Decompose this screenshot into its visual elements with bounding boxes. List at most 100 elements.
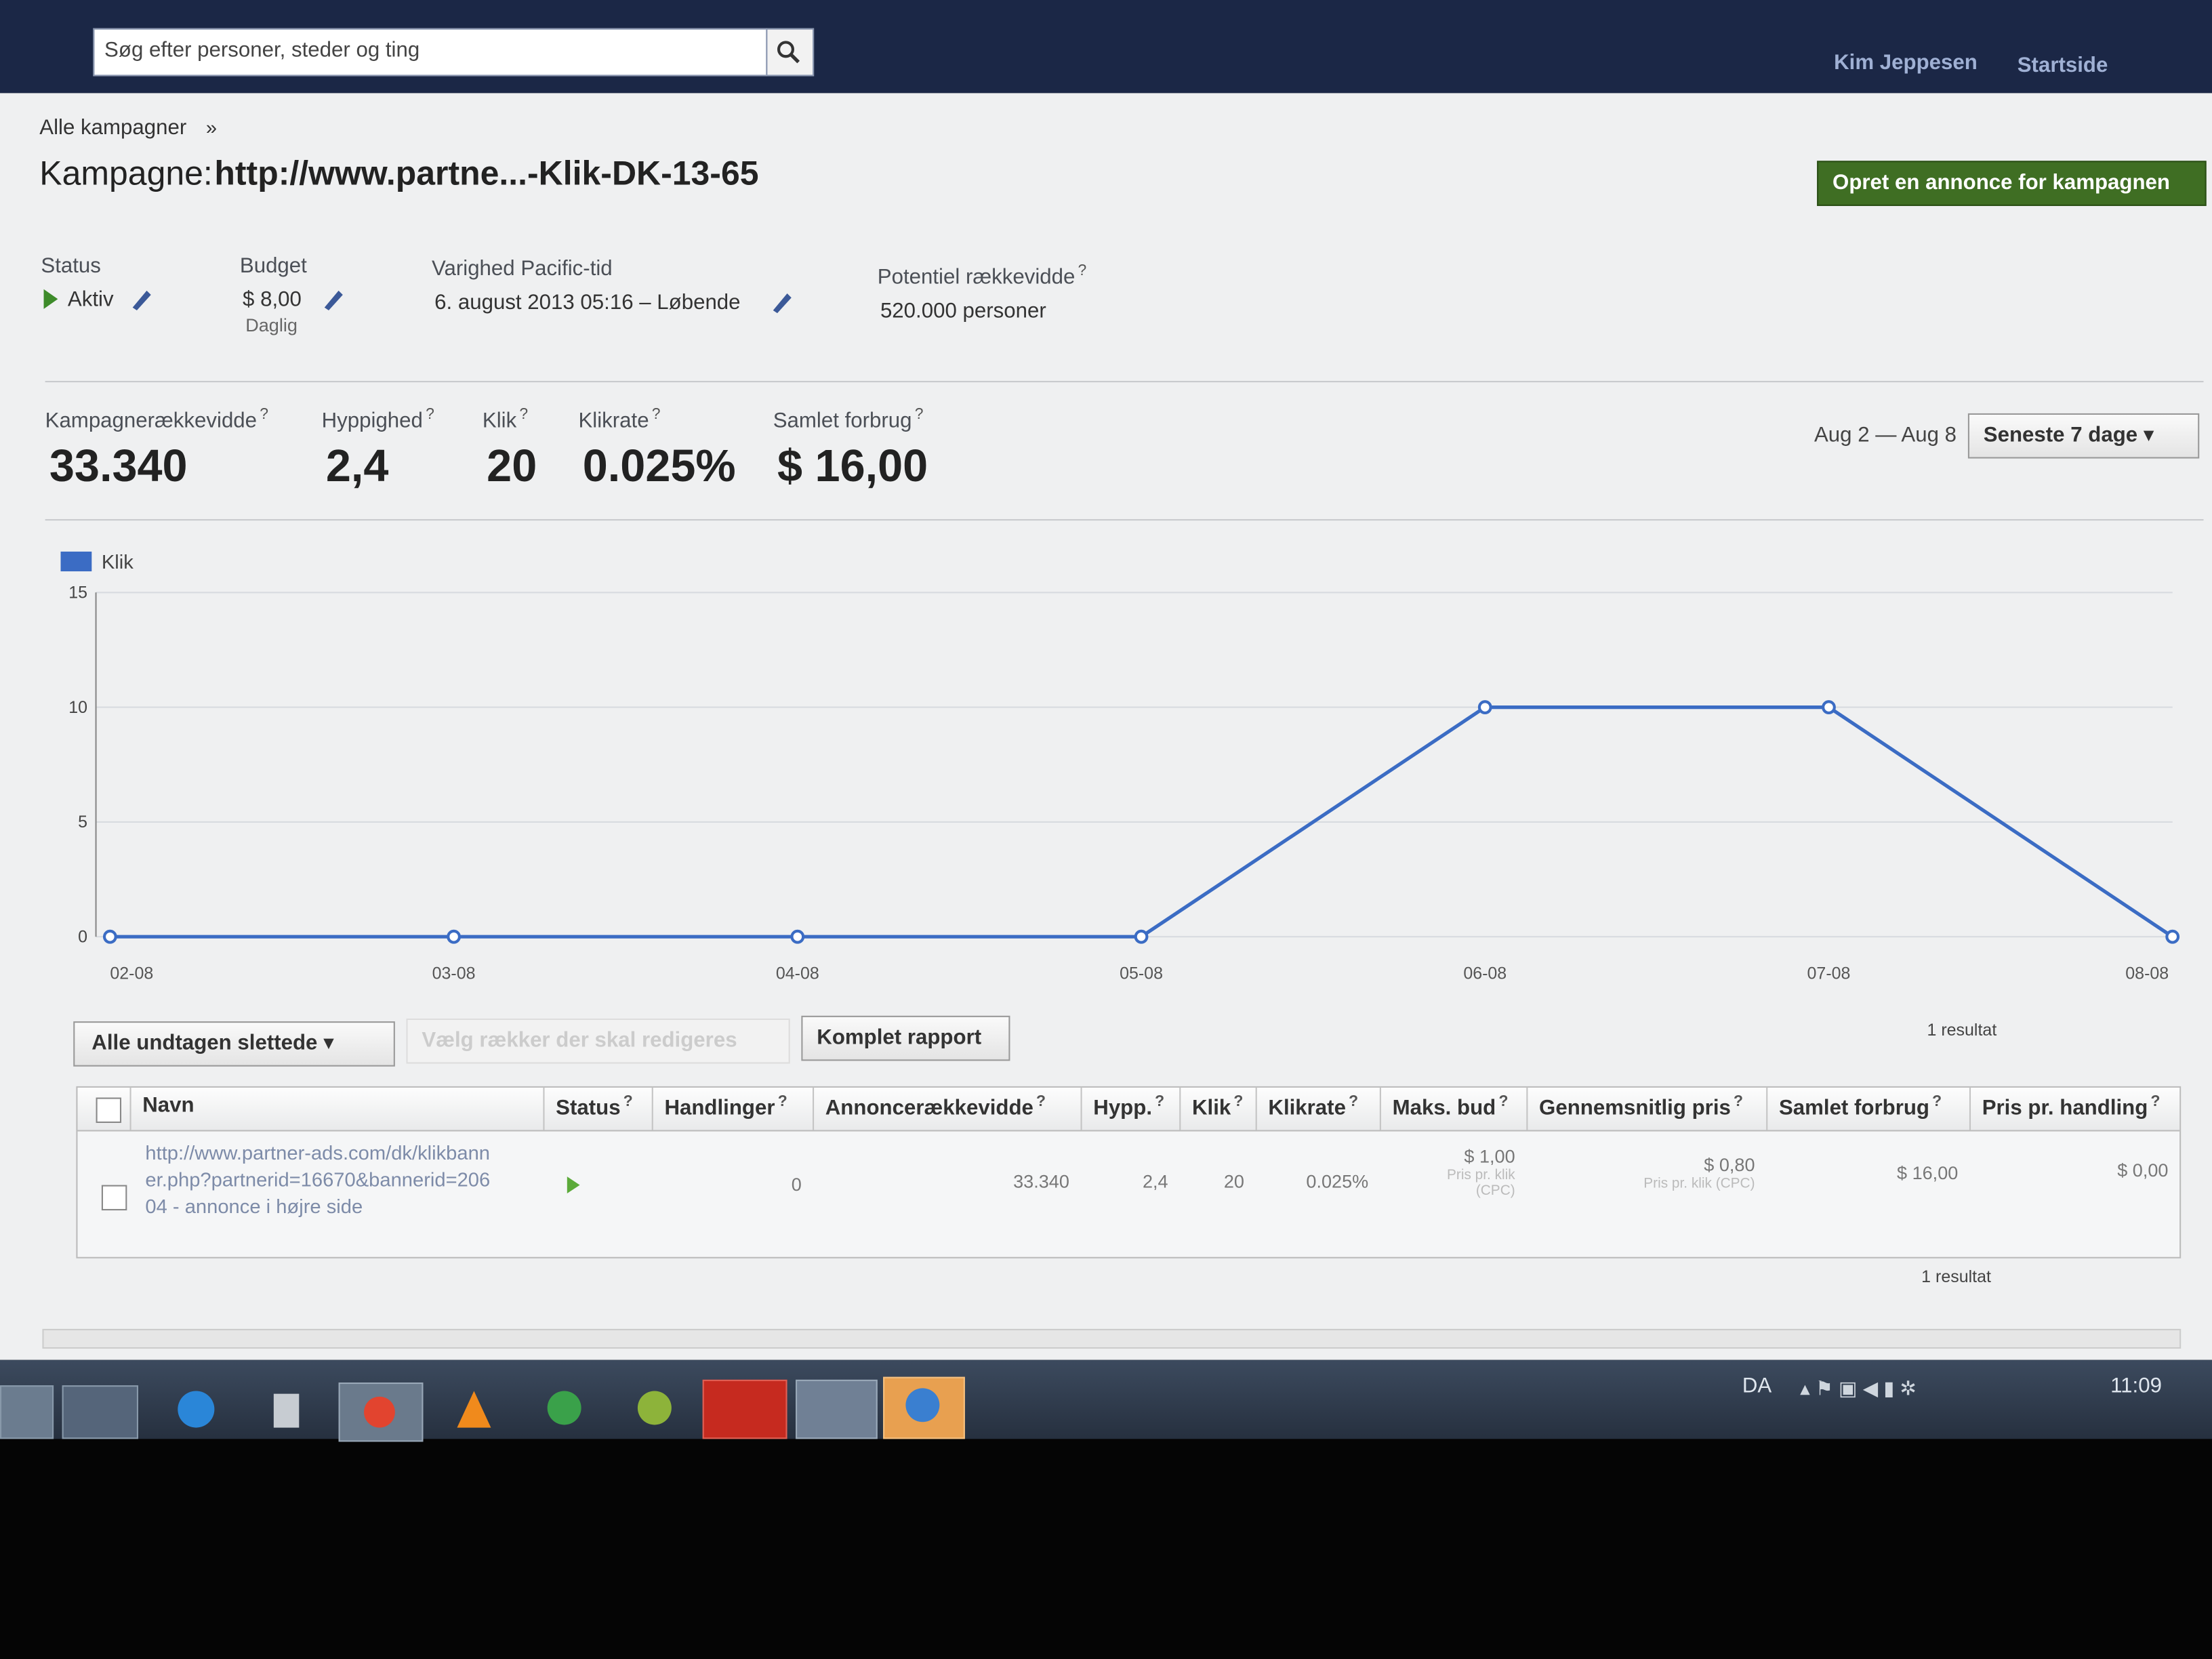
legend-label: Klik [102,552,134,573]
column-divider [543,1087,545,1130]
data-point [1822,700,1836,715]
help-mark[interactable]: ? [777,1093,787,1111]
column-header[interactable]: Annoncerækkevidde? [825,1093,1046,1120]
reach-value: 520.000 personer [880,299,1046,323]
help-mark[interactable]: ? [623,1093,633,1111]
y-tick-label: 0 [78,928,87,947]
x-tick-label: 04-08 [776,964,819,983]
x-tick-label: 07-08 [1807,964,1851,983]
status-value: Aktiv [67,287,114,312]
filter-dropdown[interactable]: Alle undtagen slettede ▾ [73,1021,395,1067]
help-mark[interactable]: ? [1932,1093,1942,1111]
column-header[interactable]: Handlinger? [664,1093,787,1120]
duration-value: 6. august 2013 05:16 – Løbende [434,290,741,315]
data-point [790,929,805,944]
column-header[interactable]: Maks. bud? [1393,1093,1509,1120]
data-point [1134,929,1149,944]
help-mark[interactable]: ? [1233,1093,1244,1111]
column-header[interactable]: Klikrate? [1268,1093,1358,1120]
checkbox[interactable] [96,1097,122,1123]
column-divider [1080,1087,1082,1130]
help-mark[interactable]: ? [1155,1093,1165,1111]
stat-value: 0.025% [582,440,736,491]
column-divider [129,1087,131,1130]
date-preset-dropdown[interactable]: Seneste 7 dage ▾ [1967,413,2200,459]
y-tick-label: 5 [78,813,87,832]
app-icon[interactable] [364,1396,395,1428]
budget-period: Daglig [245,314,298,336]
app-icon[interactable] [273,1393,300,1428]
campaign-name: http://www.partne...-Klik-DK-13-65 [214,155,759,194]
column-header[interactable]: Hypp.? [1093,1093,1164,1120]
column-header-text: Annoncerækkevidde [825,1096,1033,1120]
stat-label: Klik? [483,407,528,434]
checkbox[interactable] [101,1185,127,1211]
column-header-text: Maks. bud [1392,1096,1496,1120]
stat-value: $ 16,00 [777,440,928,491]
breadcrumb-link[interactable]: Alle kampagner [39,115,187,140]
x-tick-label: 06-08 [1463,964,1507,983]
search-placeholder: Søg efter personer, steder og ting [104,38,420,62]
help-mark[interactable]: ? [1036,1093,1046,1111]
column-header[interactable]: Status? [556,1093,633,1120]
cell-cost-per-action: $ 0,00 [2117,1160,2169,1181]
help-mark[interactable]: ? [1498,1093,1509,1111]
stat-label: Samlet forbrug? [773,407,924,434]
cell-max-bid-note: Pris pr. klik (CPC) [1447,1168,1515,1200]
home-link[interactable]: Startside [2017,54,2108,78]
user-link[interactable]: Kim Jeppesen [1834,50,1978,75]
cell-avg-price: $ 0,80 [1704,1153,1755,1176]
x-tick-label: 05-08 [1120,964,1163,983]
column-header[interactable]: Navn [142,1093,194,1117]
column-header-text: Pris pr. handling [1982,1096,2148,1120]
column-header-text: Status [556,1096,621,1120]
stat-label-text: Samlet forbrug [773,409,912,434]
app-icon[interactable] [178,1391,215,1428]
search-box[interactable] [93,28,768,77]
app-icon[interactable] [457,1391,491,1428]
search-button[interactable] [766,28,815,77]
column-divider [1766,1087,1768,1130]
column-divider [1969,1087,1971,1130]
data-point [2165,929,2180,944]
app-icon[interactable] [0,1385,54,1439]
column-divider [1179,1087,1181,1130]
help-mark[interactable]: ? [651,406,661,424]
language-indicator[interactable]: DA [1742,1374,1772,1398]
stat-label: Kampagnerækkevidde? [45,407,268,434]
cell-avg-price-note: Pris pr. klik (CPC) [1643,1176,1755,1192]
help-mark[interactable]: ? [260,406,268,424]
help-mark[interactable]: ? [1349,1093,1359,1111]
date-preset: Seneste 7 dage [1983,423,2138,447]
ad-name-link[interactable]: http://www.partner-ads.com/dk/klikbanner… [145,1141,491,1218]
app-icon[interactable] [702,1379,787,1439]
create-ad-button[interactable]: Opret en annonce for kampagnen [1817,161,2207,206]
cell-actions: 0 [791,1173,802,1195]
data-point [1477,700,1492,715]
status-toggle[interactable] [567,1176,580,1194]
help-mark[interactable]: ? [1734,1093,1744,1111]
column-header[interactable]: Pris pr. handling? [1982,1093,2160,1120]
date-range: Aug 2 — Aug 8 [1814,423,1957,447]
report-button[interactable]: Komplet rapport [801,1015,1010,1061]
clock[interactable]: 11:09 [2110,1374,2162,1398]
stat-label-text: Hyppighed [321,409,423,434]
help-mark[interactable]: ? [1078,262,1087,280]
app-icon[interactable] [547,1391,581,1425]
app-icon[interactable] [905,1388,940,1422]
column-header[interactable]: Gennemsnitlig pris? [1539,1093,1743,1120]
help-mark[interactable]: ? [426,406,434,424]
column-divider [1255,1087,1257,1130]
help-mark[interactable]: ? [2150,1093,2160,1111]
app-icon[interactable] [796,1379,878,1439]
column-header[interactable]: Klik? [1192,1093,1243,1120]
budget-value: $ 8,00 [243,287,302,312]
help-mark[interactable]: ? [519,406,529,424]
app-icon[interactable] [637,1391,672,1425]
column-header-text: Klikrate [1268,1096,1346,1120]
help-mark[interactable]: ? [914,406,924,424]
app-icon[interactable] [62,1385,139,1439]
cell-reach: 33.340 [1013,1170,1069,1192]
column-header[interactable]: Samlet forbrug? [1779,1093,1942,1120]
